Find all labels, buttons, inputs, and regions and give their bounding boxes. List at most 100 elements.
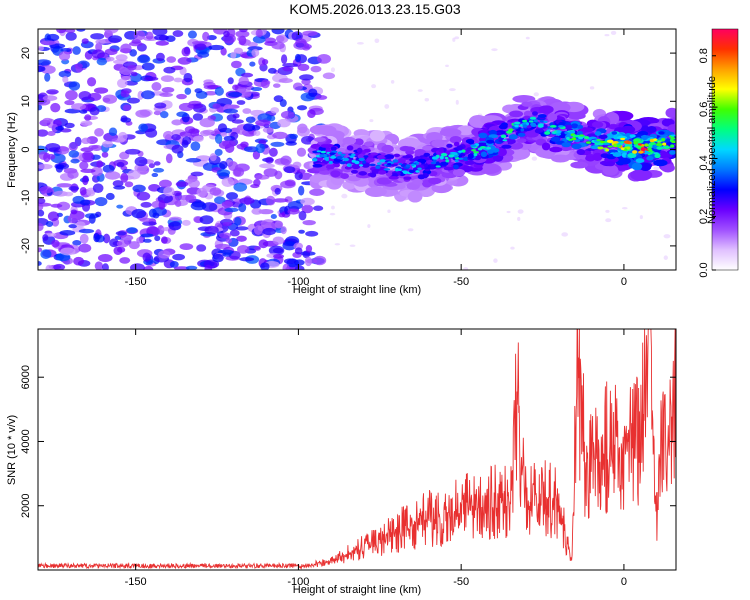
spectrogram-noise-blob — [120, 172, 129, 183]
spectrogram-noise-blob — [60, 247, 76, 256]
spectrogram-noise-blob — [302, 219, 316, 226]
spectrogram-noise-blob — [209, 153, 217, 162]
spectrogram-noise-blob — [95, 42, 103, 52]
spectrogram-noise-blob — [605, 218, 612, 223]
spectrogram-signal-blob — [665, 107, 676, 118]
spectrogram-noise-blob — [158, 179, 172, 188]
spectrogram-noise-blob — [65, 90, 78, 101]
spectrogram-signal-blob — [376, 177, 392, 185]
spectrogram-noise-blob — [292, 82, 303, 91]
spectrogram-noise-blob — [67, 214, 79, 224]
spectrogram-signal-blob — [615, 144, 622, 148]
spectrogram-noise-blob — [153, 110, 162, 116]
spectrogram-signal-blob — [639, 162, 652, 172]
spectrogram-signal-blob — [444, 156, 449, 160]
spectrogram-noise-blob — [251, 207, 263, 215]
spectrogram-signal-blob — [312, 163, 323, 168]
spectrogram-signal-blob — [606, 139, 614, 143]
spectrogram-signal-blob — [597, 146, 604, 150]
spectrogram-noise-blob — [157, 225, 165, 236]
spectrogram-noise-blob — [278, 78, 293, 84]
spectrogram-signal-blob — [659, 151, 669, 158]
spectrogram-signal-blob — [561, 142, 572, 148]
spectrogram-signal-blob — [431, 156, 439, 160]
spectrogram-noise-blob — [47, 153, 56, 160]
spectrogram-signal-blob — [646, 126, 657, 134]
spectrogram-signal-blob — [417, 167, 422, 170]
spectrogram-noise-blob — [247, 46, 263, 51]
spectrogram-noise-blob — [127, 169, 141, 180]
spectrogram-noise-blob — [183, 72, 193, 83]
spectrogram-noise-blob — [38, 222, 44, 232]
spectrogram-signal-blob — [488, 129, 498, 136]
spectrogram-noise-blob — [330, 67, 335, 73]
spectrogram-signal-blob — [412, 178, 423, 185]
colorbar-tick-label: 0.4 — [698, 155, 710, 170]
snr-xtick-label: 0 — [621, 576, 627, 588]
spectrogram-noise-blob — [79, 199, 91, 206]
spectrogram-signal-blob — [402, 155, 412, 159]
spectrogram-noise-blob — [259, 163, 275, 169]
spectrogram-noise-blob — [38, 65, 46, 73]
snr-axes: -150 -100 -50 0 2000 4000 6000 — [20, 329, 676, 588]
spectrogram-signal-blob — [671, 140, 676, 144]
spectrogram-noise-blob — [87, 77, 97, 87]
spectrogram-noise-blob — [82, 175, 89, 186]
spectrogram-noise-blob — [533, 92, 539, 97]
spectrogram-signal-blob — [556, 130, 562, 134]
spectrogram-signal-blob — [326, 151, 331, 154]
spectrogram-signal-blob — [656, 146, 664, 150]
spectrogram-noise-blob — [247, 42, 258, 48]
spectrogram-signal-blob — [456, 145, 464, 151]
spectrogram-signal-blob — [401, 170, 408, 173]
spectrogram-signal-blob — [549, 146, 563, 153]
spectrogram-signal-blob — [320, 144, 329, 148]
spectrogram-signal-blob — [566, 136, 570, 140]
spectrogram-noise-blob — [239, 257, 255, 262]
spectrogram-signal-blob — [646, 155, 654, 161]
spectrogram-signal-blob — [454, 159, 459, 163]
spectrogram-noise-blob — [296, 169, 306, 174]
spectrogram-noise-blob — [277, 118, 291, 128]
spectrogram-signal-blob — [555, 132, 562, 136]
spectrogram-noise-blob — [287, 208, 300, 215]
spectrogram-noise-blob — [119, 257, 131, 264]
spectrogram-signal-blob — [362, 160, 367, 164]
spectrogram-noise-blob — [233, 167, 245, 177]
spectrogram-noise-blob — [222, 140, 236, 148]
spectrogram-signal-blob — [534, 128, 541, 134]
spectrogram-noise-blob — [260, 79, 270, 89]
spectrogram-signal-blob — [596, 138, 601, 142]
spectrogram-noise-blob — [312, 205, 324, 211]
spectrogram-signal-blob — [669, 150, 676, 155]
spectrogram-noise-blob — [140, 90, 155, 100]
spectrogram-noise-blob — [47, 131, 56, 136]
spectrogram-noise-blob — [38, 198, 46, 204]
spectrogram-noise-blob — [234, 216, 242, 226]
spectrogram-noise-blob — [517, 209, 524, 214]
spectrogram-noise-blob — [102, 233, 111, 244]
spectrogram-noise-blob — [177, 57, 192, 65]
spectrogram-noise-blob — [242, 89, 252, 97]
spectrogram-noise-blob — [72, 240, 82, 246]
spectrogram-signal-blob — [598, 134, 608, 140]
spectrogram-ytick-label: 0 — [20, 146, 32, 152]
spectrogram-noise-blob — [262, 127, 274, 134]
spectrogram-noise-blob — [44, 73, 51, 82]
spectrogram-noise-blob — [296, 105, 308, 111]
spectrogram-noise-blob — [238, 203, 247, 213]
spectrogram-signal-blob — [387, 163, 392, 166]
spectrogram-noise-blob — [239, 197, 255, 205]
spectrogram-noise-blob — [199, 117, 215, 128]
spectrogram-noise-blob — [250, 184, 260, 189]
spectrogram-signal-blob — [647, 147, 652, 151]
spectrogram-noise-blob — [67, 169, 79, 179]
spectrogram-noise-blob — [282, 62, 299, 68]
spectrogram-noise-blob — [374, 38, 380, 44]
spectrogram-signal-blob — [342, 157, 350, 162]
spectrogram-noise-blob — [151, 172, 159, 178]
spectrogram-noise-blob — [235, 226, 249, 231]
spectrogram-signal-blob — [435, 161, 440, 165]
spectrogram-noise-blob — [214, 86, 224, 96]
spectrogram-noise-blob — [387, 209, 391, 213]
